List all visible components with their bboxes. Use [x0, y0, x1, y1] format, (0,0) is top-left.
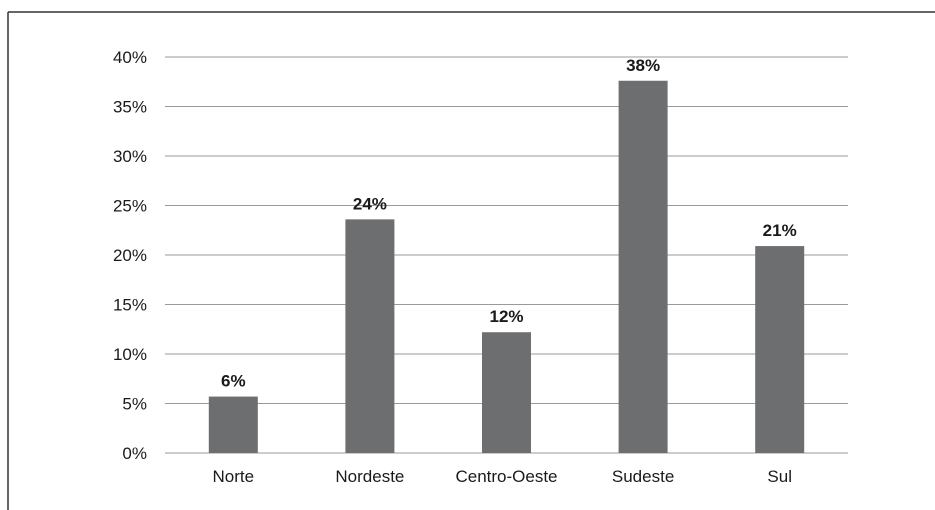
x-category-label: Nordeste — [335, 467, 404, 486]
bar-sudeste — [618, 80, 668, 453]
y-tick-label: 5% — [122, 395, 147, 414]
bar-sul — [755, 246, 805, 453]
bars — [208, 80, 805, 453]
y-tick-label: 40% — [113, 48, 147, 67]
x-category-label: Centro-Oeste — [455, 467, 557, 486]
bar-norte — [208, 396, 258, 453]
data-label: 38% — [626, 56, 660, 75]
chart-frame — [7, 11, 935, 510]
y-tick-label: 25% — [113, 197, 147, 216]
y-tick-label: 0% — [122, 444, 147, 463]
y-axis-tick-labels: 0% 5% 10% 15% 20% 25% 30% 35% 40% — [113, 48, 147, 463]
bar-centro-oeste — [482, 332, 531, 453]
y-tick-label: 30% — [113, 147, 147, 166]
x-category-label: Sudeste — [612, 467, 674, 486]
x-category-label: Norte — [213, 467, 255, 486]
data-label: 6% — [221, 372, 246, 391]
data-label: 24% — [353, 194, 387, 213]
y-tick-label: 10% — [113, 345, 147, 364]
y-tick-label: 20% — [113, 246, 147, 265]
x-axis-category-labels: Norte Nordeste Centro-Oeste Sudeste Sul — [213, 467, 792, 486]
data-label: 21% — [763, 221, 797, 240]
x-category-label: Sul — [767, 467, 792, 486]
y-tick-label: 35% — [113, 98, 147, 117]
y-tick-label: 15% — [113, 296, 147, 315]
bar-nordeste — [345, 219, 395, 453]
data-label: 12% — [489, 307, 523, 326]
data-labels: 6% 24% 12% 38% 21% — [221, 56, 797, 391]
